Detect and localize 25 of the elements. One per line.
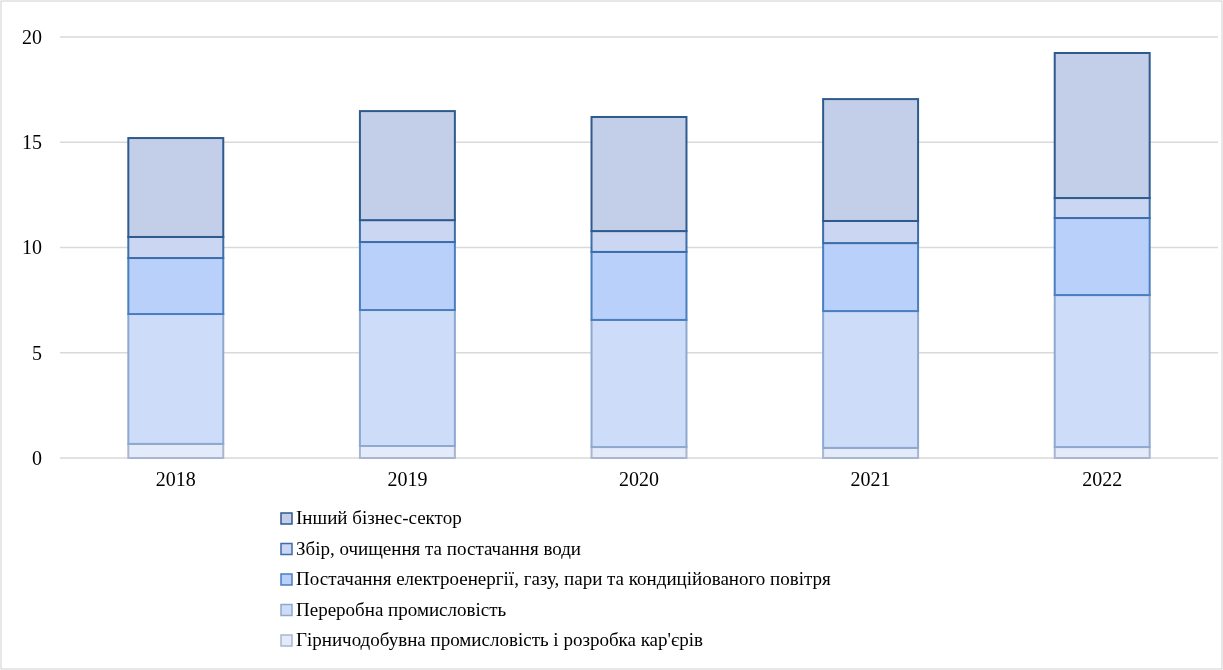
legend-label: Гірничодобувна промисловість і розробка кар'єрів — [296, 629, 703, 650]
bar — [1053, 294, 1151, 449]
x-tick-label: 2021 — [850, 468, 891, 490]
legend-label: Постачання електроенергії, газу, пари та кондиційованого повітря — [296, 568, 832, 589]
bar — [358, 241, 456, 312]
legend-label: Переробна промисловість — [296, 598, 507, 620]
bar — [822, 242, 920, 313]
bar — [822, 310, 920, 449]
x-tick-label: 2019 — [387, 468, 428, 490]
y-tick-label: 20 — [22, 25, 42, 48]
bar — [358, 309, 456, 447]
bar — [127, 257, 225, 316]
legend-label: Інший бізнес-сектор — [296, 507, 462, 528]
bar — [127, 313, 225, 445]
x-tick-label: 2018 — [155, 468, 196, 490]
bar — [590, 318, 688, 449]
y-tick-label: 10 — [22, 236, 42, 259]
y-tick-label: 5 — [32, 341, 42, 364]
y-tick-label: 15 — [22, 131, 42, 154]
bar — [590, 250, 688, 321]
y-tick-label: 0 — [32, 446, 42, 469]
x-tick-label: 2020 — [619, 468, 659, 490]
legend-label: Збір, очищення та постачання води — [296, 537, 582, 559]
bar — [1053, 217, 1151, 297]
x-tick-label: 2022 — [1082, 468, 1123, 490]
